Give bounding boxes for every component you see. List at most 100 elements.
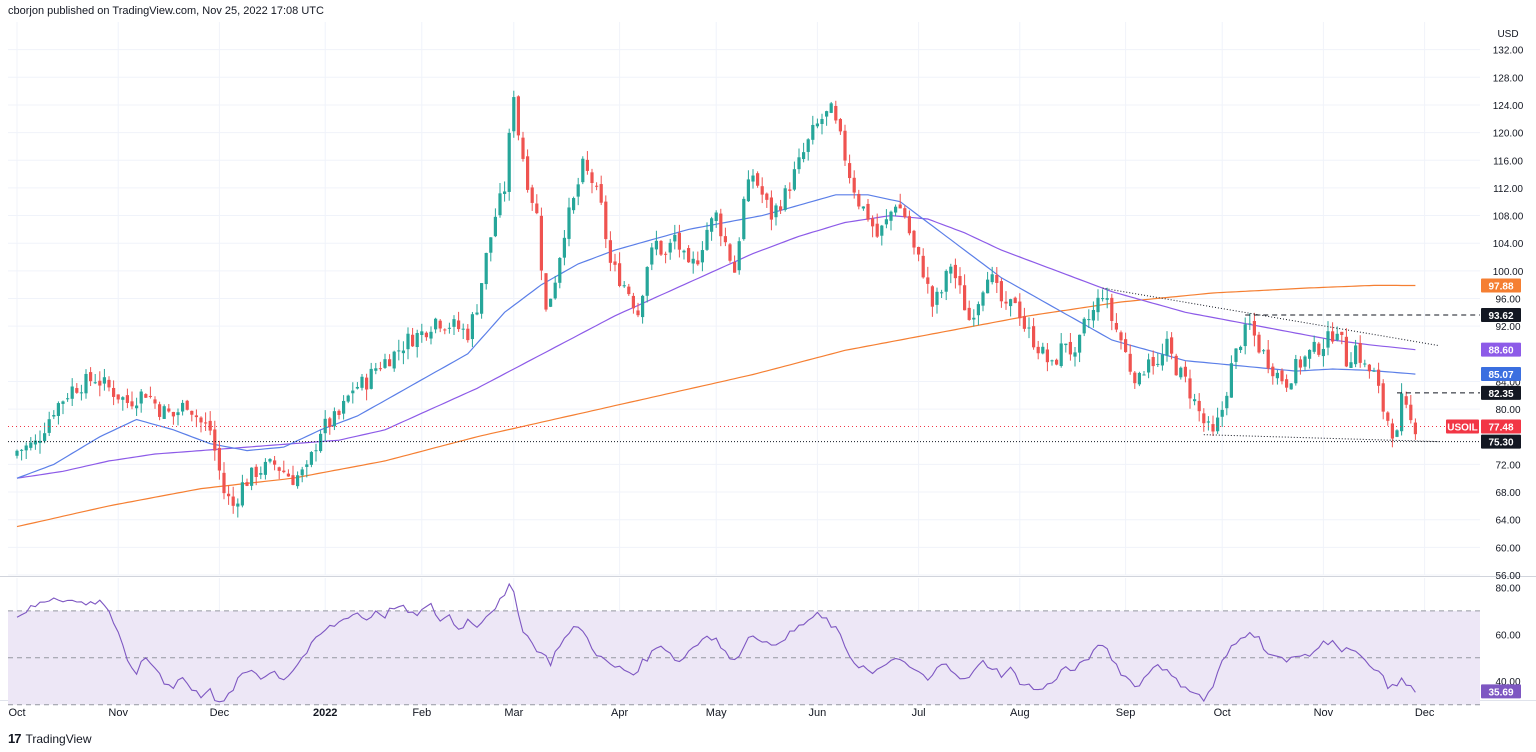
candle-body bbox=[79, 392, 83, 394]
price-tick-label: 92.00 bbox=[1495, 322, 1520, 333]
candle-body bbox=[700, 250, 704, 263]
candle-body bbox=[664, 253, 668, 255]
candle-body bbox=[746, 179, 750, 202]
candle-body bbox=[323, 418, 327, 434]
candle-body bbox=[1018, 301, 1022, 319]
candle-body bbox=[572, 198, 576, 211]
candle-body bbox=[1331, 331, 1335, 342]
candle-body bbox=[1101, 298, 1105, 300]
candle-body bbox=[1082, 318, 1086, 334]
candle-body bbox=[1303, 356, 1307, 367]
candle-body bbox=[61, 401, 65, 404]
candle-body bbox=[774, 205, 778, 218]
candle-body bbox=[369, 368, 373, 389]
candle-body bbox=[765, 193, 769, 200]
candle-body bbox=[976, 304, 980, 316]
candle-body bbox=[332, 411, 336, 427]
candle-body bbox=[1050, 360, 1054, 362]
candle-body bbox=[838, 119, 842, 132]
time-tick-label: Feb bbox=[412, 707, 431, 719]
candle-body bbox=[1308, 349, 1312, 359]
candle-body bbox=[866, 203, 870, 220]
rsi-value-tag-bg bbox=[1481, 684, 1521, 699]
candle-body bbox=[691, 258, 695, 264]
candle-body bbox=[1087, 319, 1091, 321]
candle-body bbox=[167, 408, 171, 412]
rsi-tick-label: 40.00 bbox=[1495, 677, 1520, 688]
candle-body bbox=[797, 157, 801, 170]
time-tick-label: May bbox=[706, 707, 727, 719]
candle-body bbox=[1257, 334, 1261, 353]
candle-body bbox=[112, 387, 116, 397]
candle-body bbox=[769, 197, 773, 220]
candle-body bbox=[544, 273, 548, 310]
candle-body bbox=[1114, 322, 1118, 330]
candle-body bbox=[337, 410, 341, 415]
candle-body bbox=[254, 466, 258, 477]
candle-body bbox=[852, 177, 856, 193]
candle-body bbox=[1220, 409, 1224, 417]
candle-body bbox=[1367, 364, 1371, 372]
price-tick-label: 128.00 bbox=[1493, 73, 1524, 84]
currency-label: USD bbox=[1497, 29, 1518, 40]
candle-body bbox=[424, 332, 428, 338]
price-tick-label: 56.00 bbox=[1495, 571, 1520, 582]
candle-body bbox=[135, 405, 139, 409]
candle-body bbox=[1294, 358, 1298, 384]
rsi-pane bbox=[8, 582, 1480, 706]
tradingview-logo[interactable]: 17 TradingView bbox=[8, 731, 92, 746]
candle-body bbox=[1211, 424, 1215, 432]
candle-body bbox=[921, 255, 925, 278]
candle-body bbox=[1404, 396, 1408, 405]
candle-body bbox=[328, 418, 332, 427]
price-tick-label: 72.00 bbox=[1495, 460, 1520, 471]
candle-body bbox=[365, 377, 369, 390]
candle-body bbox=[374, 368, 378, 371]
candle-body bbox=[305, 464, 309, 467]
tradingview-brand: TradingView bbox=[25, 731, 92, 746]
candle-body bbox=[636, 310, 640, 316]
price-tick-label: 116.00 bbox=[1493, 156, 1523, 167]
candle-body bbox=[470, 314, 474, 340]
candle-body bbox=[1160, 354, 1164, 366]
price-tag-bg bbox=[1481, 307, 1521, 322]
candle-body bbox=[1036, 346, 1040, 354]
candle-body bbox=[66, 398, 70, 400]
candle-body bbox=[93, 382, 97, 384]
price-tick-label: 108.00 bbox=[1493, 212, 1524, 223]
symbol-tag-label: USOIL bbox=[1447, 423, 1478, 434]
trend-line-support bbox=[1203, 434, 1439, 443]
candle-body bbox=[1280, 370, 1284, 382]
time-tick-label: Aug bbox=[1010, 707, 1030, 719]
candle-body bbox=[944, 270, 948, 292]
candle-body bbox=[1170, 337, 1174, 354]
candle-body bbox=[1312, 341, 1316, 352]
candle-body bbox=[1381, 383, 1385, 412]
candle-body bbox=[581, 158, 585, 183]
candle-body bbox=[1105, 298, 1109, 300]
time-tick-label: Apr bbox=[611, 707, 628, 719]
candle-body bbox=[194, 415, 198, 418]
candle-body bbox=[907, 216, 911, 234]
candle-body bbox=[383, 359, 387, 368]
candle-body bbox=[457, 320, 461, 330]
candle-body bbox=[521, 137, 525, 159]
candle-body bbox=[355, 386, 359, 389]
candle-body bbox=[903, 208, 907, 218]
candle-body bbox=[1124, 339, 1128, 353]
candle-body bbox=[24, 445, 28, 451]
candle-body bbox=[98, 380, 102, 386]
candle-body bbox=[1372, 370, 1376, 372]
candle-body bbox=[595, 185, 599, 187]
candle-body bbox=[1229, 363, 1233, 398]
price-tag-label: 97.88 bbox=[1488, 282, 1513, 293]
candle-body bbox=[125, 395, 129, 403]
candle-body bbox=[990, 274, 994, 283]
price-tick-label: 104.00 bbox=[1493, 239, 1524, 250]
time-tick-label: Dec bbox=[1415, 707, 1435, 719]
candle-body bbox=[1128, 353, 1132, 372]
candle-body bbox=[687, 248, 691, 263]
candle-body bbox=[714, 212, 718, 222]
candle-body bbox=[894, 206, 898, 213]
